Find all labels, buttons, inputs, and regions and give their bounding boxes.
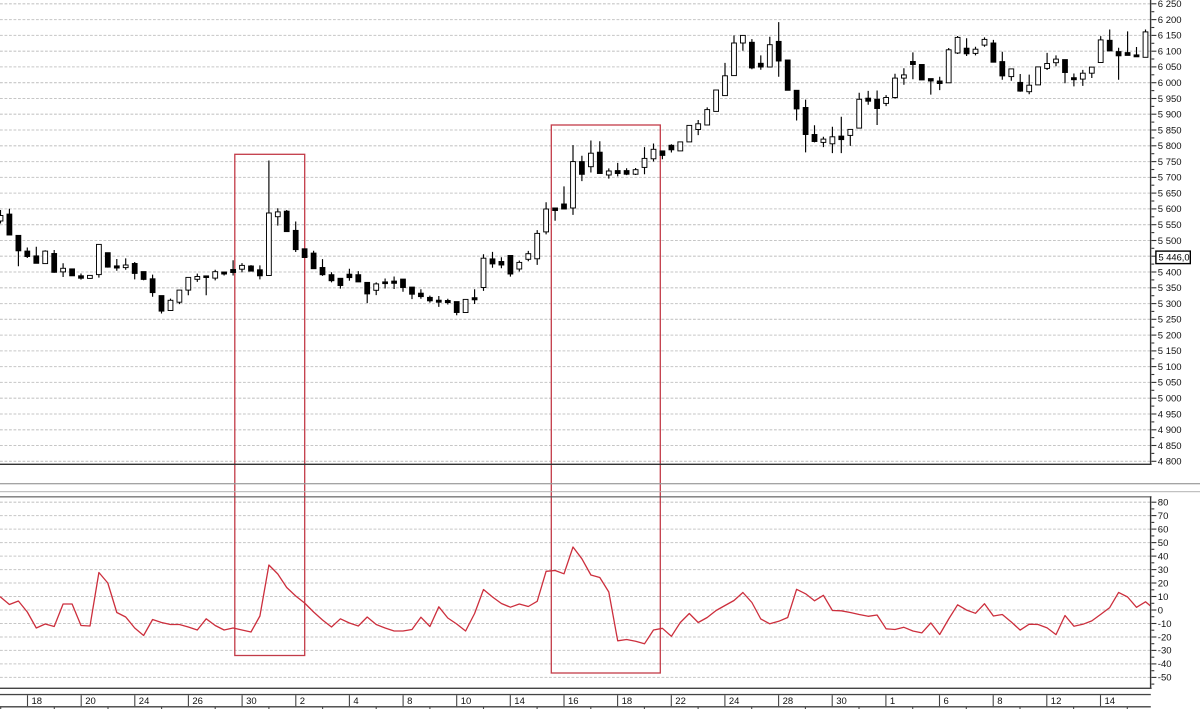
svg-text:5 900: 5 900: [1158, 110, 1182, 121]
svg-text:70: 70: [1158, 511, 1169, 522]
svg-text:16: 16: [568, 696, 579, 707]
svg-text:5 000: 5 000: [1158, 394, 1182, 405]
svg-text:5 400: 5 400: [1158, 267, 1182, 278]
svg-text:80: 80: [1158, 498, 1169, 509]
svg-text:5 300: 5 300: [1158, 299, 1182, 310]
svg-text:5 350: 5 350: [1158, 283, 1182, 294]
svg-text:5 100: 5 100: [1158, 362, 1182, 373]
svg-text:5 850: 5 850: [1158, 125, 1182, 136]
svg-text:4 800: 4 800: [1158, 457, 1182, 468]
svg-text:60: 60: [1158, 524, 1169, 535]
svg-text:-20: -20: [1158, 632, 1172, 643]
svg-text:10: 10: [461, 696, 472, 707]
svg-text:-50: -50: [1158, 673, 1172, 684]
svg-text:4 900: 4 900: [1158, 425, 1182, 436]
svg-text:30: 30: [246, 696, 257, 707]
svg-text:8: 8: [997, 696, 1002, 707]
svg-text:4 850: 4 850: [1158, 441, 1182, 452]
svg-text:2: 2: [300, 696, 305, 707]
svg-text:6 150: 6 150: [1158, 31, 1182, 42]
svg-text:6: 6: [944, 696, 949, 707]
svg-text:20: 20: [85, 696, 96, 707]
svg-text:30: 30: [1158, 565, 1169, 576]
svg-text:-30: -30: [1158, 646, 1172, 657]
svg-text:30: 30: [836, 696, 847, 707]
svg-text:5 446,0: 5 446,0: [1159, 253, 1190, 263]
svg-text:5 800: 5 800: [1158, 141, 1182, 152]
svg-text:6 050: 6 050: [1158, 62, 1182, 73]
svg-text:18: 18: [622, 696, 633, 707]
svg-text:4 950: 4 950: [1158, 409, 1182, 420]
svg-text:50: 50: [1158, 538, 1169, 549]
svg-text:5 250: 5 250: [1158, 315, 1182, 326]
svg-text:0: 0: [1158, 605, 1163, 616]
svg-text:24: 24: [139, 696, 150, 707]
svg-text:12: 12: [1051, 696, 1062, 707]
svg-text:24: 24: [729, 696, 740, 707]
svg-text:26: 26: [192, 696, 203, 707]
svg-text:5 950: 5 950: [1158, 94, 1182, 105]
svg-text:22: 22: [675, 696, 686, 707]
svg-text:5 150: 5 150: [1158, 346, 1182, 357]
svg-text:4: 4: [353, 696, 358, 707]
svg-text:6 200: 6 200: [1158, 15, 1182, 26]
svg-text:14: 14: [1105, 696, 1116, 707]
svg-text:-40: -40: [1158, 659, 1172, 670]
svg-text:5 750: 5 750: [1158, 157, 1182, 168]
svg-text:8: 8: [407, 696, 412, 707]
svg-text:18: 18: [32, 696, 43, 707]
svg-text:5 500: 5 500: [1158, 236, 1182, 247]
svg-text:5 550: 5 550: [1158, 220, 1182, 231]
svg-text:40: 40: [1158, 551, 1169, 562]
svg-text:-10: -10: [1158, 619, 1172, 630]
svg-text:6 250: 6 250: [1158, 0, 1182, 10]
svg-text:10: 10: [1158, 592, 1169, 603]
svg-text:6 000: 6 000: [1158, 78, 1182, 89]
svg-text:5 700: 5 700: [1158, 173, 1182, 184]
svg-text:5 600: 5 600: [1158, 204, 1182, 215]
svg-text:1: 1: [890, 696, 895, 707]
svg-text:28: 28: [783, 696, 794, 707]
svg-text:5 650: 5 650: [1158, 188, 1182, 199]
svg-text:20: 20: [1158, 578, 1169, 589]
svg-text:6 100: 6 100: [1158, 47, 1182, 58]
svg-text:14: 14: [514, 696, 525, 707]
svg-text:5 200: 5 200: [1158, 330, 1182, 341]
svg-text:5 050: 5 050: [1158, 378, 1182, 389]
